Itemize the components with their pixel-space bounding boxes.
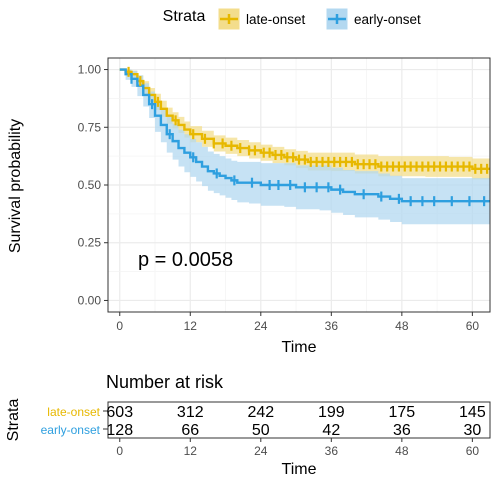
risk-cell-early-onset: 36	[393, 422, 411, 439]
legend-item-late-onset: late-onset	[217, 7, 306, 31]
risk-table-title: Number at risk	[106, 372, 224, 392]
risk-cell-late-onset: 603	[106, 404, 133, 421]
x-axis-label: Time	[282, 339, 317, 356]
x-tick-label: 12	[184, 319, 198, 333]
risk-cell-late-onset: 145	[459, 404, 486, 421]
x-tick-label: 24	[254, 319, 268, 333]
confidence-band-early-onset	[119, 69, 490, 225]
y-tick-label: 0.25	[78, 236, 102, 250]
legend-label-late-onset: late-onset	[246, 12, 306, 27]
risk-row-label-early-onset: early-onset	[41, 423, 101, 437]
x-tick-label: 36	[325, 319, 339, 333]
risk-cell-late-onset: 312	[177, 404, 204, 421]
risk-table-strata-label: Strata	[5, 399, 22, 442]
risk-x-tick-label: 60	[466, 444, 480, 458]
x-tick-label: 0	[116, 319, 123, 333]
y-tick-label: 1.00	[78, 63, 102, 77]
y-axis-label: Survival probability	[7, 119, 24, 253]
risk-cell-late-onset: 175	[388, 404, 415, 421]
risk-table-x-axis-label: Time	[282, 461, 317, 478]
risk-cell-late-onset: 199	[318, 404, 345, 421]
y-tick-label: 0.50	[78, 178, 102, 192]
risk-table-panel	[107, 401, 491, 439]
risk-x-tick-label: 24	[254, 444, 268, 458]
risk-cell-early-onset: 42	[322, 422, 340, 439]
y-tick-label: 0.00	[78, 293, 102, 307]
x-tick-label: 60	[466, 319, 480, 333]
legend-title: Strata	[163, 8, 206, 25]
censor-marks	[127, 66, 489, 207]
risk-cell-early-onset: 128	[106, 422, 133, 439]
legend-label-early-onset: early-onset	[354, 12, 421, 27]
p-value-annotation: p = 0.0058	[138, 249, 233, 271]
risk-table-rows: late-onset 603 312 242 199 175 145 early-onset 1…	[41, 404, 486, 439]
y-tick-label: 0.75	[78, 120, 102, 134]
risk-x-tick-label: 36	[325, 444, 339, 458]
risk-cell-early-onset: 66	[181, 422, 199, 439]
risk-table-x-axis: 0 12 24 36 48 60	[116, 438, 479, 458]
risk-row-label-late-onset: late-onset	[47, 405, 100, 419]
risk-x-tick-label: 0	[116, 444, 123, 458]
risk-cell-early-onset: 30	[463, 422, 481, 439]
y-axis: 0.00 0.25 0.50 0.75 1.00	[78, 63, 108, 307]
survival-plot: 0 12 24 36 48 60 0.00 0.25 0.50 0.75 1.00 Time Su…	[7, 57, 491, 356]
risk-cell-early-onset: 50	[252, 422, 270, 439]
risk-x-tick-label: 48	[395, 444, 409, 458]
x-tick-label: 48	[395, 319, 409, 333]
legend: Strata late-onset early-onset	[163, 7, 421, 31]
risk-x-tick-label: 12	[184, 444, 198, 458]
legend-item-early-onset: early-onset	[325, 7, 421, 31]
risk-table: Number at risk Strata late-onset 603 312 24…	[5, 372, 491, 478]
x-axis: 0 12 24 36 48 60	[116, 312, 479, 333]
risk-cell-late-onset: 242	[247, 404, 274, 421]
